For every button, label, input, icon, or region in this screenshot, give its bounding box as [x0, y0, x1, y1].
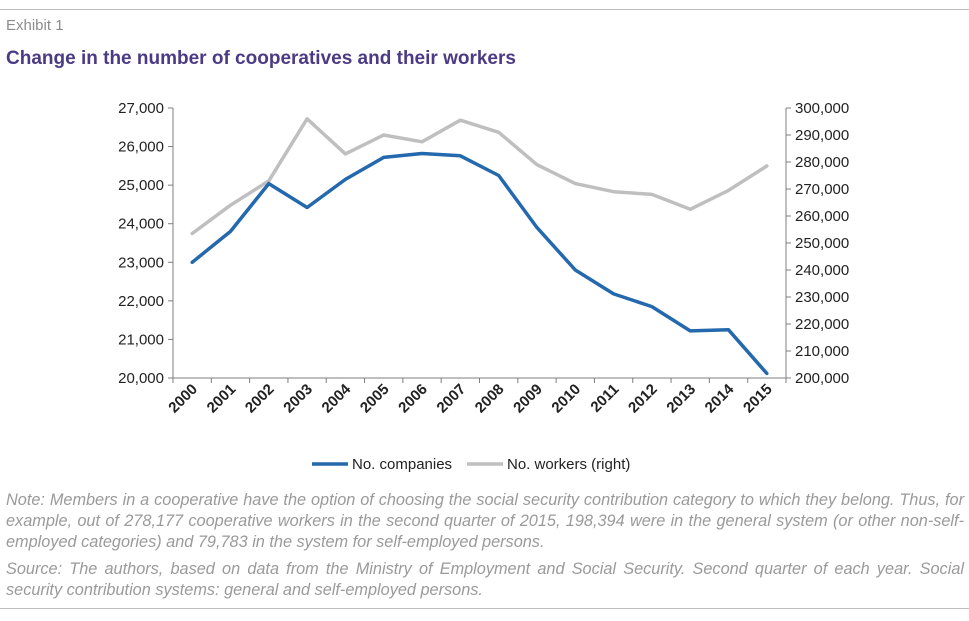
- x-tick-label: 2001: [204, 381, 240, 417]
- x-tick-label: 2004: [319, 380, 355, 416]
- right-tick-label: 280,000: [795, 154, 849, 171]
- x-tick-label: 2002: [242, 381, 278, 417]
- x-tick-label: 2006: [395, 381, 431, 417]
- series-line-companies: [190, 151, 769, 376]
- legend-workers-label: No. workers (right): [507, 456, 630, 473]
- series-line-workers: [190, 117, 769, 236]
- left-tick-label: 24,000: [118, 216, 164, 233]
- chart-title: Change in the number of cooperatives and…: [6, 48, 516, 69]
- x-tick-label: 2011: [587, 381, 622, 416]
- right-tick-label: 270,000: [795, 181, 849, 198]
- x-tick-label: 2005: [357, 381, 393, 417]
- x-tick-label: 2003: [280, 381, 316, 417]
- right-tick-label: 210,000: [795, 343, 849, 360]
- left-tick-label: 23,000: [118, 254, 164, 271]
- x-tick-label: 2010: [548, 381, 584, 417]
- chart-source: Source: The authors, based on data from …: [6, 560, 964, 599]
- right-tick-label: 300,000: [795, 100, 849, 117]
- line-chart: 20,000 21,000 22,000 23,000 24,000 25,000 26,0…: [118, 100, 849, 473]
- x-tick-label: 2015: [740, 381, 776, 417]
- chart-note: Note: Members in a cooperative have the …: [6, 491, 964, 551]
- left-tick-label: 27,000: [118, 100, 164, 117]
- bottom-rule: [0, 608, 969, 609]
- left-tick-label: 20,000: [118, 370, 164, 387]
- x-tick-label: 2014: [702, 380, 738, 416]
- left-tick-label: 26,000: [118, 139, 164, 156]
- top-rule: [0, 9, 969, 10]
- right-tick-label: 200,000: [795, 370, 849, 387]
- axes: 20,000 21,000 22,000 23,000 24,000 25,000 26,0…: [118, 100, 849, 416]
- left-tick-label: 25,000: [118, 177, 164, 194]
- left-tick-label: 22,000: [118, 293, 164, 310]
- right-tick-label: 250,000: [795, 235, 849, 252]
- left-tick-label: 21,000: [118, 331, 164, 348]
- legend: No. companies No. workers (right): [312, 456, 630, 473]
- right-tick-label: 290,000: [795, 127, 849, 144]
- right-tick-label: 260,000: [795, 208, 849, 225]
- exhibit-label: Exhibit 1: [6, 17, 64, 34]
- x-tick-label: 2012: [625, 381, 661, 417]
- right-tick-label: 230,000: [795, 289, 849, 306]
- x-tick-label: 2009: [510, 381, 546, 417]
- right-tick-label: 240,000: [795, 262, 849, 279]
- x-tick-label: 2000: [165, 381, 201, 417]
- x-tick-label: 2013: [663, 381, 699, 417]
- legend-companies-label: No. companies: [352, 456, 452, 473]
- x-tick-label: 2007: [434, 381, 470, 417]
- right-tick-label: 220,000: [795, 316, 849, 333]
- series-lines: [190, 117, 769, 376]
- x-tick-label: 2008: [472, 381, 508, 417]
